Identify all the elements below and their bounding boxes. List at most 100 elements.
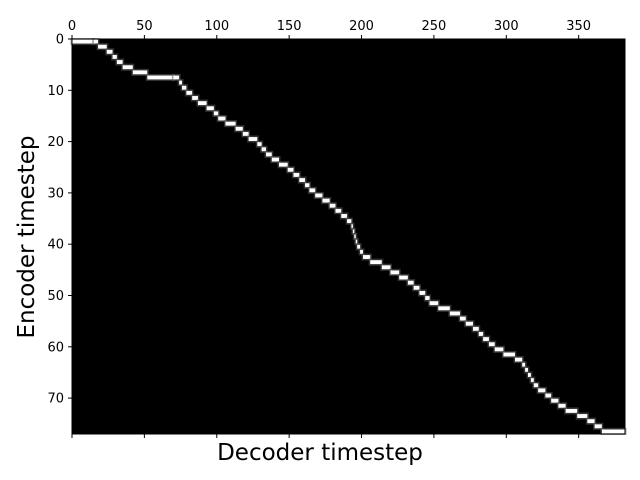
y-tick-label: 20 [47, 135, 64, 150]
heatmap-cell [525, 367, 529, 372]
heatmap-cell [347, 219, 352, 224]
x-tick-label: 200 [349, 19, 374, 34]
heatmap-cell [206, 106, 214, 111]
heatmap-cell [235, 126, 243, 131]
heatmap-cell [587, 419, 595, 424]
heatmap-cell [355, 239, 358, 244]
y-tick-label: 10 [47, 84, 64, 99]
heatmap-cell [399, 275, 408, 280]
heatmap-cell [287, 167, 294, 172]
x-tick-label: 300 [494, 19, 519, 34]
heatmap-cell [112, 54, 117, 59]
heatmap-cell [248, 137, 258, 141]
y-tick-label: 30 [47, 186, 64, 201]
heatmap-cell [179, 80, 183, 85]
heatmap-cell [351, 224, 353, 229]
heatmap-cell [528, 373, 531, 377]
heatmap-cell [565, 408, 578, 413]
heatmap-cell [494, 347, 504, 352]
heatmap-cell [293, 172, 300, 177]
heatmap-cell [370, 260, 382, 265]
heatmap-cell [309, 188, 316, 193]
heatmap-cell [472, 326, 479, 331]
heatmap-cell [503, 352, 515, 357]
heatmap-cell [257, 142, 262, 147]
x-tick-label: 100 [204, 19, 229, 34]
heatmap-cell [594, 424, 602, 429]
heatmap-cell [173, 75, 180, 80]
heatmap-cell [483, 337, 489, 342]
heatmap-cell [601, 429, 625, 434]
y-axis-label: Encoder timestep [14, 135, 40, 338]
heatmap-cell [213, 111, 219, 116]
heatmap-cell [322, 198, 330, 203]
y-tick-label: 70 [47, 392, 64, 407]
heatmap-cell [225, 121, 236, 126]
heatmap-cell [192, 96, 198, 100]
heatmap-cells [70, 38, 627, 435]
heatmap-cell [122, 65, 133, 70]
x-tick-label: 250 [421, 19, 446, 34]
heatmap-cell [261, 147, 266, 152]
y-tick-label: 60 [47, 340, 64, 355]
heatmap-cell [530, 378, 534, 383]
heatmap-cell [242, 131, 249, 136]
heatmap-cell [186, 90, 193, 95]
heatmap-cell [265, 152, 272, 157]
heatmap-cell [514, 357, 523, 362]
x-tick-label: 350 [566, 19, 591, 34]
x-tick-label: 0 [68, 19, 76, 34]
heatmap-cell [419, 290, 426, 295]
heatmap-cell [545, 393, 552, 398]
heatmap-cell [305, 183, 310, 188]
heatmap-cell [459, 316, 466, 321]
heatmap-cell [352, 229, 355, 234]
heatmap-cell [354, 234, 356, 239]
heatmap-cell [116, 60, 123, 65]
heatmap-cell [147, 75, 174, 80]
heatmap-cell [335, 208, 342, 213]
heatmap-cell [390, 270, 400, 275]
heatmap-cell [132, 70, 148, 75]
heatmap-cell [93, 39, 99, 44]
heatmap-cell [429, 301, 439, 306]
y-tick-label: 50 [47, 289, 64, 304]
heatmap-cell [478, 332, 484, 336]
heatmap-cell [218, 116, 226, 121]
heatmap-cell [72, 39, 94, 44]
plot-frame [71, 38, 626, 435]
heatmap-cell [329, 203, 336, 208]
heatmap-cell [360, 249, 363, 254]
heatmap-cell [98, 44, 107, 49]
heatmap-cell [558, 403, 566, 408]
heatmap-cell [551, 398, 559, 403]
heatmap-cell [438, 306, 450, 311]
heatmap-cell [197, 101, 207, 106]
x-axis-label: Decoder timestep [217, 440, 423, 466]
heatmap-cell [182, 85, 187, 90]
heatmap-cell [413, 285, 420, 290]
heatmap-cell [299, 178, 306, 183]
heatmap-cell [577, 414, 588, 419]
x-tick-label: 150 [277, 19, 302, 34]
heatmap-cell [465, 321, 473, 326]
heatmap-cell [538, 388, 546, 393]
heatmap-cell [315, 193, 323, 198]
heatmap-cell [362, 255, 371, 259]
heatmap-cell [271, 157, 280, 162]
heatmap-cell [341, 214, 348, 218]
heatmap-cell [533, 383, 539, 388]
y-tick-label: 0 [56, 33, 64, 48]
heatmap-cell [425, 296, 430, 301]
y-tick-label: 40 [47, 238, 64, 253]
heatmap-cell [488, 342, 495, 347]
y-axis-ticks: 0 10 20 30 40 50 60 70 [47, 33, 72, 407]
heatmap-cell [522, 362, 526, 367]
x-tick-label: 50 [136, 19, 153, 34]
heatmap-cell [279, 162, 288, 167]
x-axis-ticks: 0 50 100 150 200 250 300 350 [68, 19, 591, 438]
plot-area [72, 39, 625, 434]
heatmap-cell [106, 49, 113, 54]
heatmap-cell [407, 280, 414, 285]
